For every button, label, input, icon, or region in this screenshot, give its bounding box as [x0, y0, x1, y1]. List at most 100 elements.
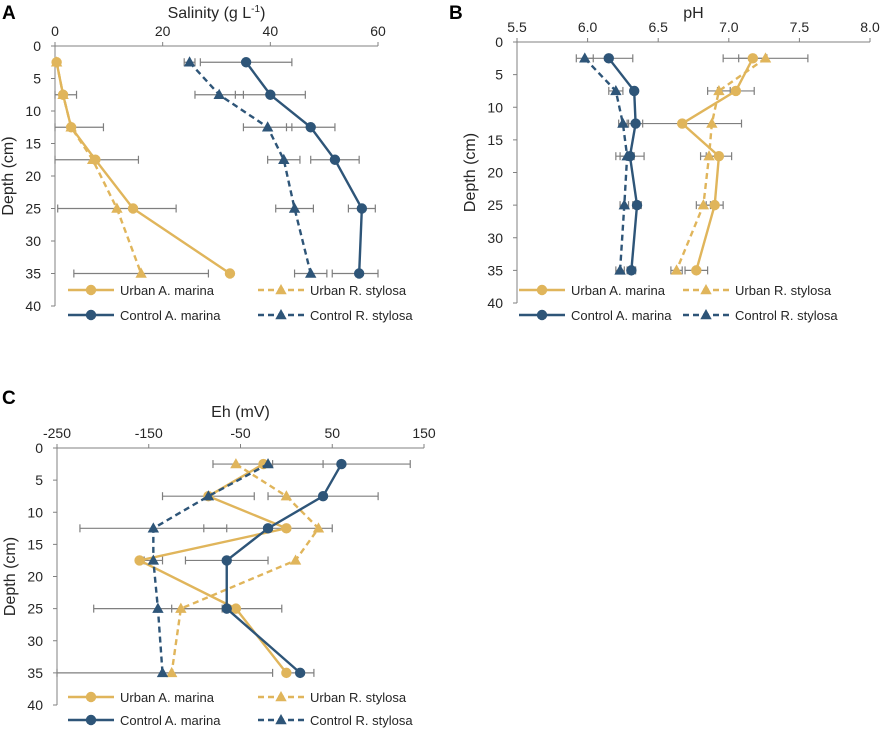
y-tick-label: 25 — [27, 601, 43, 617]
y-tick-label: 25 — [25, 201, 41, 217]
data-point — [221, 555, 232, 566]
data-point — [152, 602, 164, 613]
data-point — [165, 666, 178, 678]
legend-marker — [536, 284, 548, 296]
y-tick-label: 40 — [487, 295, 503, 311]
y-tick-label: 0 — [35, 440, 43, 456]
x-axis-title: Salinity (g L-1) — [168, 4, 266, 22]
data-point — [175, 602, 187, 613]
data-point — [353, 268, 365, 279]
series-line — [55, 62, 143, 274]
series-line — [170, 463, 321, 674]
series-line — [55, 62, 231, 275]
legend-label: Urban R. stylosa — [310, 283, 407, 298]
data-point — [202, 490, 215, 501]
y-tick-label: 35 — [25, 266, 41, 282]
y-tick-label: 0 — [33, 38, 41, 54]
y-tick-label: 25 — [487, 197, 503, 213]
legend-label: Urban A. marina — [120, 690, 215, 705]
panel-c-label: C — [2, 388, 16, 409]
data-point — [294, 667, 306, 679]
x-tick-label: 7.5 — [790, 19, 810, 35]
data-point — [289, 554, 302, 565]
series-line — [188, 61, 312, 274]
data-point — [288, 202, 301, 213]
series-line — [680, 57, 754, 271]
legend-label: Control A. marina — [120, 713, 221, 728]
x-tick-label: 0 — [51, 23, 59, 39]
y-tick-label: 20 — [487, 165, 503, 181]
data-point — [709, 199, 720, 211]
data-point — [221, 603, 232, 614]
data-point — [134, 555, 145, 566]
data-point — [631, 199, 643, 211]
legend-label: Control R. stylosa — [735, 308, 838, 323]
data-point — [759, 52, 772, 63]
data-point — [713, 84, 725, 96]
y-axis-title: Depth (cm) — [462, 133, 479, 212]
legend-marker — [85, 714, 97, 726]
x-tick-label: 5.5 — [507, 19, 527, 35]
y-tick-label: 5 — [33, 71, 41, 87]
x-tick-label: 60 — [370, 23, 386, 39]
data-point — [691, 265, 702, 276]
x-tick-label: 150 — [412, 425, 436, 441]
y-tick-label: 30 — [487, 230, 503, 246]
data-point — [617, 117, 629, 128]
y-tick-label: 20 — [27, 569, 43, 585]
y-tick-label: 5 — [495, 67, 503, 83]
data-point — [614, 264, 626, 275]
legend-marker — [700, 284, 712, 295]
data-point — [621, 150, 633, 161]
data-point — [265, 89, 276, 100]
panel-b-label: B — [449, 3, 463, 24]
x-axis-title: pH — [683, 5, 703, 22]
panel-a-label: A — [2, 3, 16, 24]
data-point — [329, 154, 341, 165]
data-point — [224, 268, 236, 279]
data-point — [697, 199, 710, 210]
data-point — [261, 121, 274, 132]
legend-marker — [85, 691, 97, 703]
data-point — [706, 117, 718, 128]
data-point — [305, 122, 316, 133]
data-point — [230, 458, 242, 469]
y-tick-label: 40 — [27, 697, 43, 713]
data-point — [156, 666, 169, 678]
y-tick-label: 15 — [487, 132, 503, 148]
series-line — [136, 463, 291, 674]
data-point — [312, 522, 325, 533]
y-tick-label: 5 — [35, 472, 43, 488]
legend-label: Urban R. stylosa — [735, 283, 832, 298]
x-tick-label: 8.0 — [860, 19, 880, 35]
data-point — [127, 203, 139, 214]
data-point — [356, 203, 368, 214]
legend-marker — [85, 309, 97, 321]
data-point — [610, 84, 622, 96]
data-point — [670, 264, 683, 275]
data-point — [213, 88, 225, 99]
data-point — [65, 121, 77, 132]
x-tick-label: 50 — [324, 425, 340, 441]
data-point — [135, 267, 147, 278]
data-point — [730, 85, 742, 97]
legend-marker — [275, 309, 287, 320]
x-tick-label: -150 — [135, 425, 163, 441]
series-line — [583, 57, 629, 271]
y-axis-title: Depth (cm) — [2, 537, 19, 616]
data-point — [281, 523, 292, 534]
legend-label: Control A. marina — [571, 308, 672, 323]
legend-label: Urban R. stylosa — [310, 690, 407, 705]
y-tick-label: 40 — [25, 298, 41, 314]
data-point — [579, 52, 591, 63]
data-point — [713, 150, 725, 162]
data-point — [618, 199, 631, 210]
legend-label: Urban A. marina — [120, 283, 215, 298]
data-point — [111, 202, 123, 213]
y-tick-label: 15 — [25, 136, 41, 152]
legend-marker — [275, 714, 287, 725]
y-tick-label: 20 — [25, 168, 41, 184]
data-point — [240, 57, 252, 68]
y-tick-label: 0 — [495, 34, 503, 50]
series-line — [675, 57, 767, 271]
